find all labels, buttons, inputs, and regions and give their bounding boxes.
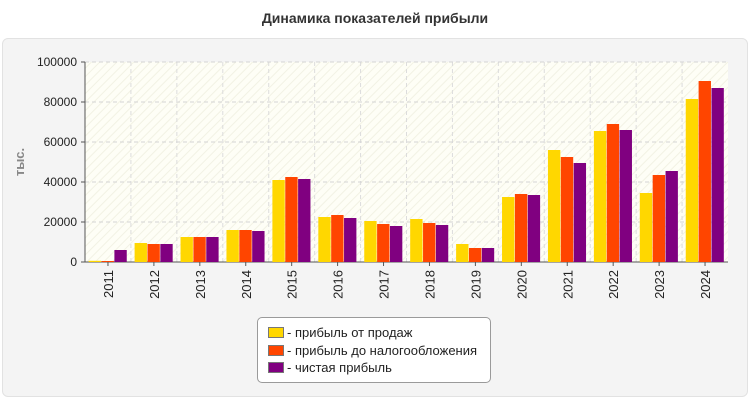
y-tick-label: 60000 bbox=[44, 135, 78, 149]
bar-2012-series-2 bbox=[160, 244, 173, 262]
bar-2016-series-2 bbox=[344, 218, 357, 262]
bar-2024-series-0 bbox=[685, 99, 699, 262]
legend-label: - чистая прибыль bbox=[287, 360, 392, 376]
bar-2022-series-2 bbox=[619, 130, 632, 262]
y-axis-label: тыс. bbox=[12, 148, 27, 176]
x-tick-label: 2013 bbox=[193, 270, 208, 299]
bar-2021-series-1 bbox=[560, 157, 574, 262]
legend-item-sales-profit[interactable]: - прибыль от продаж bbox=[268, 324, 480, 342]
bar-2017-series-2 bbox=[389, 226, 403, 262]
x-tick-label: 2021 bbox=[560, 270, 575, 299]
bar-2012-series-1 bbox=[147, 244, 160, 262]
bar-2015-series-2 bbox=[298, 179, 311, 262]
bar-2024-series-2 bbox=[711, 88, 724, 262]
y-tick-label: 80000 bbox=[44, 95, 78, 109]
x-tick-label: 2018 bbox=[422, 270, 437, 299]
bar-2011-series-2 bbox=[114, 250, 127, 262]
bar-2014-series-1 bbox=[239, 230, 252, 262]
y-tick-label: 40000 bbox=[44, 175, 78, 189]
chart-title: Динамика показателей прибыли bbox=[261, 10, 489, 26]
bar-2020-series-0 bbox=[502, 197, 515, 262]
x-tick-label: 2024 bbox=[698, 270, 713, 299]
x-tick-label: 2022 bbox=[606, 270, 621, 299]
bar-2015-series-0 bbox=[272, 180, 285, 262]
legend-label: - прибыль от продаж bbox=[287, 325, 413, 341]
bar-2021-series-2 bbox=[573, 163, 587, 262]
legend-item-pretax-profit[interactable]: - прибыль до налогообложения bbox=[268, 342, 480, 360]
legend-swatch bbox=[268, 327, 284, 339]
bar-2016-series-0 bbox=[318, 217, 331, 262]
x-tick-label: 2012 bbox=[147, 270, 162, 299]
x-tick-label: 2015 bbox=[285, 270, 300, 299]
bar-2023-series-1 bbox=[652, 175, 666, 262]
bar-2020-series-2 bbox=[527, 195, 541, 262]
bar-2019-series-0 bbox=[456, 244, 469, 262]
bar-2023-series-0 bbox=[639, 193, 653, 262]
x-tick-label: 2016 bbox=[331, 270, 346, 299]
bar-2017-series-0 bbox=[364, 221, 377, 262]
bar-2022-series-1 bbox=[606, 124, 620, 262]
legend-label: - прибыль до налогообложения bbox=[287, 342, 478, 358]
bar-2020-series-1 bbox=[514, 194, 528, 262]
bar-2013-series-0 bbox=[180, 237, 193, 262]
x-tick-label: 2017 bbox=[377, 270, 392, 299]
bar-2011-series-0 bbox=[88, 260, 102, 262]
bar-2014-series-2 bbox=[252, 231, 265, 262]
x-tick-label: 2019 bbox=[468, 270, 483, 299]
bar-2022-series-0 bbox=[593, 131, 607, 262]
y-tick-label: 20000 bbox=[44, 215, 78, 229]
bar-2018-series-2 bbox=[435, 225, 449, 262]
bar-2018-series-1 bbox=[423, 223, 436, 262]
bar-2014-series-0 bbox=[226, 230, 239, 262]
bar-2012-series-0 bbox=[134, 243, 147, 262]
chart-legend: - прибыль от продаж - прибыль до налогоо… bbox=[257, 317, 491, 383]
bar-2013-series-2 bbox=[206, 237, 219, 262]
y-tick-label: 100000 bbox=[37, 55, 77, 69]
bar-2019-series-2 bbox=[481, 248, 495, 262]
bar-2019-series-1 bbox=[468, 248, 482, 262]
x-tick-label: 2020 bbox=[514, 270, 529, 299]
y-tick-label: 0 bbox=[70, 255, 77, 269]
legend-item-net-profit[interactable]: - чистая прибыль bbox=[268, 359, 480, 377]
bar-2023-series-2 bbox=[665, 171, 678, 262]
bar-2013-series-1 bbox=[193, 237, 206, 262]
legend-swatch bbox=[268, 344, 284, 356]
bar-2018-series-0 bbox=[410, 219, 423, 262]
legend-swatch bbox=[268, 362, 284, 374]
bar-2021-series-0 bbox=[547, 150, 561, 262]
x-tick-label: 2011 bbox=[101, 270, 116, 298]
bar-2024-series-1 bbox=[698, 81, 711, 262]
bar-2016-series-1 bbox=[331, 215, 344, 262]
x-tick-label: 2014 bbox=[239, 270, 254, 299]
bar-2017-series-1 bbox=[377, 224, 390, 262]
bar-2015-series-1 bbox=[285, 177, 298, 262]
bar-2011-series-1 bbox=[101, 261, 114, 262]
x-tick-label: 2023 bbox=[652, 270, 667, 299]
